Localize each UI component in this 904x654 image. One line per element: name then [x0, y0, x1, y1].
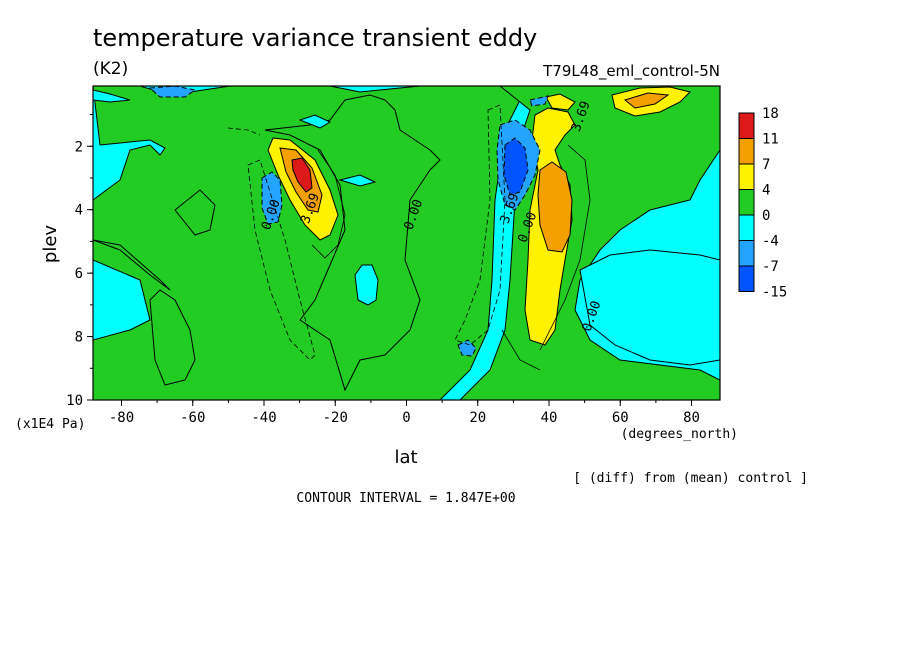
y-axis-units: (x1E4 Pa)	[15, 417, 85, 432]
chart-units: (K2)	[93, 59, 128, 79]
diff-note: [ (diff) from (mean) control ]	[573, 471, 808, 486]
x-tick-label: -80	[109, 410, 134, 426]
colorbar: 18 11 7 4 0 -4 -7 -15	[738, 106, 787, 301]
y-tick-label: 4	[75, 203, 83, 219]
colorbar-label: -4	[762, 234, 779, 250]
x-tick-label: 60	[612, 410, 629, 426]
colorbar-label: 11	[762, 132, 779, 148]
x-tick-label: 80	[683, 410, 700, 426]
colorbar-swatch	[738, 189, 755, 216]
y-axis: 2 4 6 8 10	[66, 114, 93, 409]
positive-extreme-regions	[291, 157, 313, 193]
x-tick-label: -20	[323, 410, 348, 426]
colorbar-swatch	[738, 138, 755, 165]
y-tick-label: 2	[75, 139, 83, 155]
colorbar-swatch	[738, 112, 755, 139]
x-tick-label: 40	[541, 410, 558, 426]
colorbar-swatch	[738, 214, 755, 241]
y-tick-label: 8	[75, 330, 83, 346]
negative-large-regions	[503, 137, 529, 196]
positive-small-regions	[93, 86, 720, 400]
negative-small-regions	[93, 89, 720, 366]
x-tick-label: -60	[180, 410, 205, 426]
y-axis-label: plev	[40, 225, 61, 264]
colorbar-label: -7	[762, 259, 779, 275]
colorbar-label: 7	[762, 157, 770, 173]
x-axis-units: (degrees_north)	[621, 427, 738, 442]
colorbar-swatch	[738, 163, 755, 190]
chart-title: temperature variance transient eddy	[93, 24, 537, 52]
y-tick-label: 10	[66, 393, 83, 409]
contour-lines	[227, 104, 591, 371]
colorbar-label: 18	[762, 106, 779, 122]
colorbar-label: 0	[762, 208, 770, 224]
colorbar-swatch	[738, 240, 755, 267]
x-tick-label: 0	[402, 410, 410, 426]
chart-subtitle-right: T79L48_eml_control-5N	[542, 62, 720, 81]
colorbar-label: -15	[762, 285, 787, 301]
contour-interval: CONTOUR INTERVAL = 1.847E+00	[296, 491, 515, 506]
y-tick-label: 6	[75, 266, 83, 282]
colorbar-swatch	[738, 265, 755, 292]
x-tick-label: -40	[251, 410, 276, 426]
x-axis-label: lat	[394, 447, 417, 468]
x-tick-label: 20	[469, 410, 486, 426]
x-axis: -80 -60 -40 -20 0 20 40 60 80	[109, 400, 700, 426]
colorbar-label: 4	[762, 183, 770, 199]
plot-area	[93, 86, 720, 400]
